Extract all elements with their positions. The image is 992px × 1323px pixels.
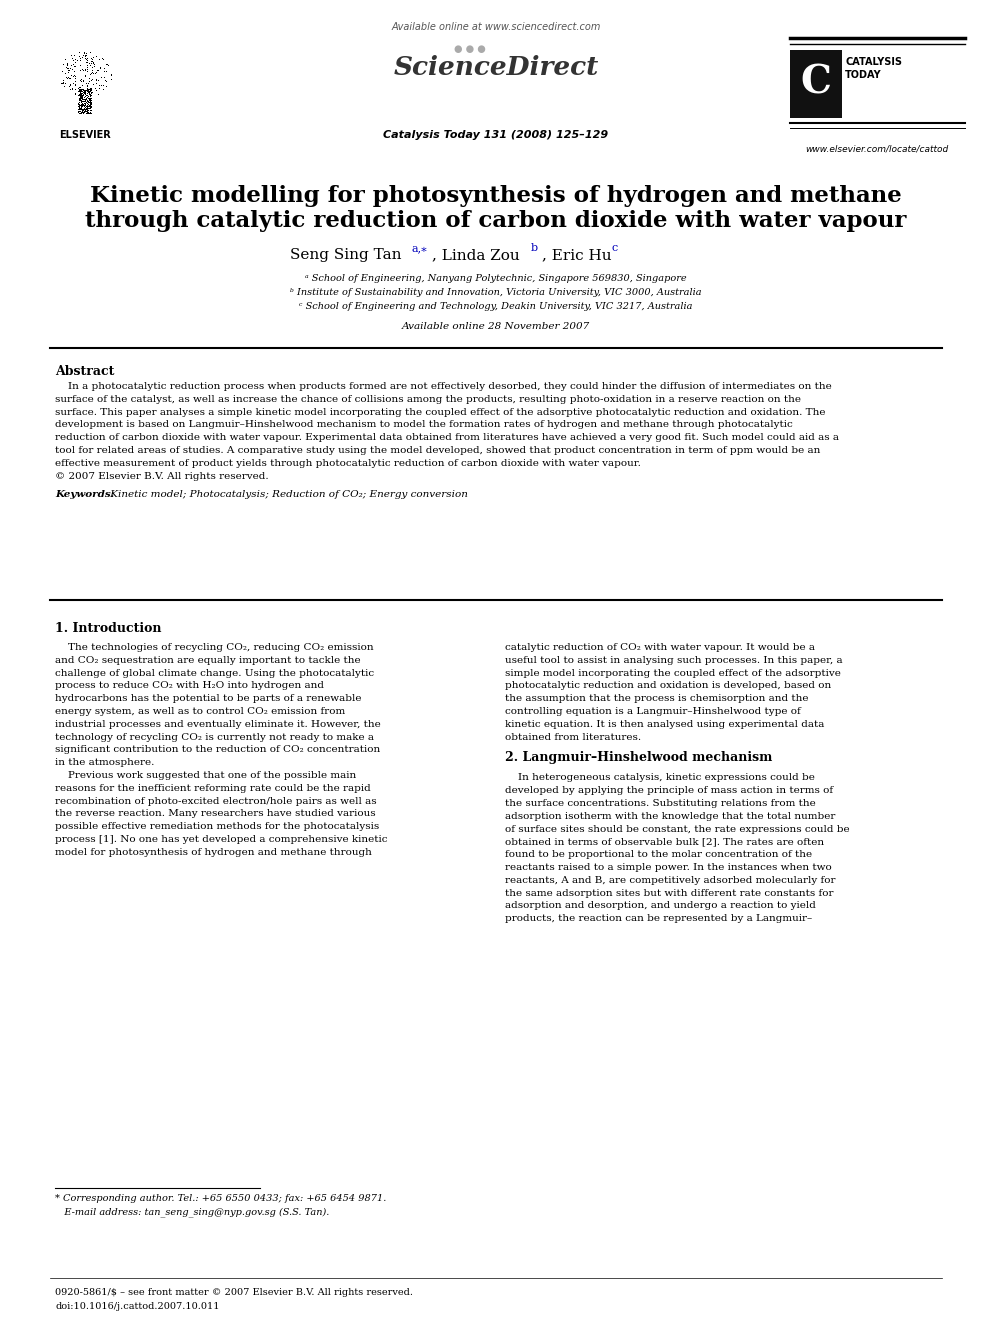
Text: www.elsevier.com/locate/cattod: www.elsevier.com/locate/cattod	[806, 146, 948, 153]
Text: recombination of photo-excited electron/hole pairs as well as: recombination of photo-excited electron/…	[55, 796, 377, 806]
Text: of surface sites should be constant, the rate expressions could be: of surface sites should be constant, the…	[505, 824, 849, 833]
Text: kinetic equation. It is then analysed using experimental data: kinetic equation. It is then analysed us…	[505, 720, 824, 729]
Text: C: C	[801, 64, 831, 102]
Text: , Eric Hu: , Eric Hu	[542, 247, 612, 262]
Text: adsorption and desorption, and undergo a reaction to yield: adsorption and desorption, and undergo a…	[505, 901, 815, 910]
Text: simple model incorporating the coupled effect of the adsorptive: simple model incorporating the coupled e…	[505, 668, 841, 677]
Text: doi:10.1016/j.cattod.2007.10.011: doi:10.1016/j.cattod.2007.10.011	[55, 1302, 219, 1311]
Text: In a photocatalytic reduction process when products formed are not effectively d: In a photocatalytic reduction process wh…	[55, 382, 831, 392]
Text: obtained from literatures.: obtained from literatures.	[505, 733, 641, 742]
Text: ScienceDirect: ScienceDirect	[394, 56, 598, 79]
Text: hydrocarbons has the potential to be parts of a renewable: hydrocarbons has the potential to be par…	[55, 695, 361, 704]
Text: adsorption isotherm with the knowledge that the total number: adsorption isotherm with the knowledge t…	[505, 812, 835, 820]
Text: through catalytic reduction of carbon dioxide with water vapour: through catalytic reduction of carbon di…	[85, 210, 907, 232]
Text: Keywords:: Keywords:	[55, 491, 118, 499]
Text: surface of the catalyst, as well as increase the chance of collisions among the : surface of the catalyst, as well as incr…	[55, 394, 801, 404]
Text: useful tool to assist in analysing such processes. In this paper, a: useful tool to assist in analysing such …	[505, 656, 842, 664]
Text: E-mail address: tan_seng_sing@nyp.gov.sg (S.S. Tan).: E-mail address: tan_seng_sing@nyp.gov.sg…	[55, 1207, 329, 1217]
Text: products, the reaction can be represented by a Langmuir–: products, the reaction can be represente…	[505, 914, 812, 923]
Text: industrial processes and eventually eliminate it. However, the: industrial processes and eventually elim…	[55, 720, 381, 729]
Text: in the atmosphere.: in the atmosphere.	[55, 758, 155, 767]
Text: controlling equation is a Langmuir–Hinshelwood type of: controlling equation is a Langmuir–Hinsh…	[505, 706, 801, 716]
Text: b: b	[531, 243, 538, 253]
Text: technology of recycling CO₂ is currently not ready to make a: technology of recycling CO₂ is currently…	[55, 733, 374, 742]
Text: Kinetic model; Photocatalysis; Reduction of CO₂; Energy conversion: Kinetic model; Photocatalysis; Reduction…	[107, 491, 468, 499]
Text: catalytic reduction of CO₂ with water vapour. It would be a: catalytic reduction of CO₂ with water va…	[505, 643, 815, 652]
Text: reactants, A and B, are competitively adsorbed molecularly for: reactants, A and B, are competitively ad…	[505, 876, 835, 885]
Text: process to reduce CO₂ with H₂O into hydrogen and: process to reduce CO₂ with H₂O into hydr…	[55, 681, 324, 691]
Text: challenge of global climate change. Using the photocatalytic: challenge of global climate change. Usin…	[55, 668, 374, 677]
Text: obtained in terms of observable bulk [2]. The rates are often: obtained in terms of observable bulk [2]…	[505, 837, 824, 847]
Text: development is based on Langmuir–Hinshelwood mechanism to model the formation ra: development is based on Langmuir–Hinshel…	[55, 421, 793, 430]
Text: , Linda Zou: , Linda Zou	[432, 247, 520, 262]
Text: ● ● ●: ● ● ●	[454, 44, 486, 54]
Text: reasons for the inefficient reforming rate could be the rapid: reasons for the inefficient reforming ra…	[55, 783, 371, 792]
Text: energy system, as well as to control CO₂ emission from: energy system, as well as to control CO₂…	[55, 706, 345, 716]
Text: effective measurement of product yields through photocatalytic reduction of carb: effective measurement of product yields …	[55, 459, 641, 468]
Text: Abstract: Abstract	[55, 365, 114, 378]
Text: Kinetic modelling for photosynthesis of hydrogen and methane: Kinetic modelling for photosynthesis of …	[90, 185, 902, 206]
Text: In heterogeneous catalysis, kinetic expressions could be: In heterogeneous catalysis, kinetic expr…	[505, 774, 814, 782]
FancyBboxPatch shape	[790, 50, 842, 118]
Text: model for photosynthesis of hydrogen and methane through: model for photosynthesis of hydrogen and…	[55, 848, 372, 857]
Text: ELSEVIER: ELSEVIER	[60, 130, 111, 140]
Text: and CO₂ sequestration are equally important to tackle the: and CO₂ sequestration are equally import…	[55, 656, 361, 664]
Text: CATALYSIS: CATALYSIS	[845, 57, 902, 67]
Text: TODAY: TODAY	[845, 70, 882, 79]
Text: a,⁎: a,⁎	[412, 243, 428, 253]
Text: Catalysis Today 131 (2008) 125–129: Catalysis Today 131 (2008) 125–129	[384, 130, 608, 140]
Text: possible effective remediation methods for the photocatalysis: possible effective remediation methods f…	[55, 822, 379, 831]
Text: Seng Sing Tan: Seng Sing Tan	[290, 247, 402, 262]
Text: photocatalytic reduction and oxidation is developed, based on: photocatalytic reduction and oxidation i…	[505, 681, 831, 691]
Text: found to be proportional to the molar concentration of the: found to be proportional to the molar co…	[505, 851, 812, 859]
Text: tool for related areas of studies. A comparative study using the model developed: tool for related areas of studies. A com…	[55, 446, 820, 455]
Text: significant contribution to the reduction of CO₂ concentration: significant contribution to the reductio…	[55, 745, 380, 754]
Text: process [1]. No one has yet developed a comprehensive kinetic: process [1]. No one has yet developed a …	[55, 835, 388, 844]
Text: © 2007 Elsevier B.V. All rights reserved.: © 2007 Elsevier B.V. All rights reserved…	[55, 471, 269, 480]
Text: ᵇ Institute of Sustainability and Innovation, Victoria University, VIC 3000, Aus: ᵇ Institute of Sustainability and Innova…	[291, 288, 701, 296]
Text: ᶜ School of Engineering and Technology, Deakin University, VIC 3217, Australia: ᶜ School of Engineering and Technology, …	[300, 302, 692, 311]
Text: the same adsorption sites but with different rate constants for: the same adsorption sites but with diffe…	[505, 889, 833, 897]
Text: reactants raised to a simple power. In the instances when two: reactants raised to a simple power. In t…	[505, 863, 831, 872]
Text: * Corresponding author. Tel.: +65 6550 0433; fax: +65 6454 9871.: * Corresponding author. Tel.: +65 6550 0…	[55, 1193, 386, 1203]
Text: c: c	[611, 243, 617, 253]
Text: 2. Langmuir–Hinshelwood mechanism: 2. Langmuir–Hinshelwood mechanism	[505, 751, 773, 765]
Text: developed by applying the principle of mass action in terms of: developed by applying the principle of m…	[505, 786, 833, 795]
Text: Previous work suggested that one of the possible main: Previous work suggested that one of the …	[55, 771, 356, 781]
Text: surface. This paper analyses a simple kinetic model incorporating the coupled ef: surface. This paper analyses a simple ki…	[55, 407, 825, 417]
Text: 0920-5861/$ – see front matter © 2007 Elsevier B.V. All rights reserved.: 0920-5861/$ – see front matter © 2007 El…	[55, 1289, 413, 1297]
Text: the surface concentrations. Substituting relations from the: the surface concentrations. Substituting…	[505, 799, 815, 808]
Text: the reverse reaction. Many researchers have studied various: the reverse reaction. Many researchers h…	[55, 810, 376, 819]
Text: Available online at www.sciencedirect.com: Available online at www.sciencedirect.co…	[391, 22, 601, 32]
Text: ᵃ School of Engineering, Nanyang Polytechnic, Singapore 569830, Singapore: ᵃ School of Engineering, Nanyang Polytec…	[306, 274, 686, 283]
Text: Available online 28 November 2007: Available online 28 November 2007	[402, 321, 590, 331]
Text: The technologies of recycling CO₂, reducing CO₂ emission: The technologies of recycling CO₂, reduc…	[55, 643, 374, 652]
Text: 1. Introduction: 1. Introduction	[55, 622, 162, 635]
Text: the assumption that the process is chemisorption and the: the assumption that the process is chemi…	[505, 695, 808, 704]
Text: reduction of carbon dioxide with water vapour. Experimental data obtained from l: reduction of carbon dioxide with water v…	[55, 433, 839, 442]
